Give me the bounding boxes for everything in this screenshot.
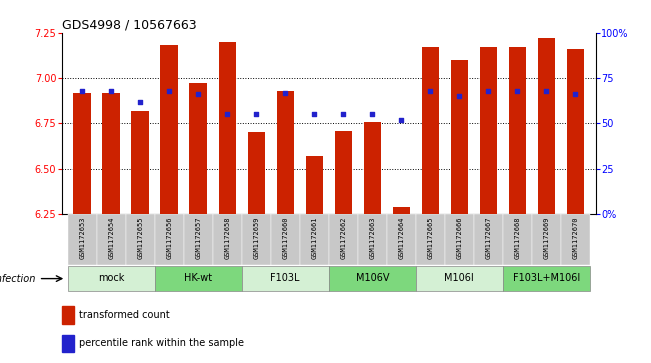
Text: M106V: M106V — [355, 273, 389, 283]
Text: F103L+M106I: F103L+M106I — [513, 273, 580, 283]
Point — [135, 99, 145, 105]
Text: GSM1172656: GSM1172656 — [166, 217, 172, 259]
Bar — [566, 49, 584, 214]
Bar — [474, 214, 503, 265]
Bar — [508, 47, 526, 214]
Bar — [126, 214, 155, 265]
Bar — [96, 214, 126, 265]
Bar — [329, 266, 416, 291]
Bar — [271, 214, 299, 265]
Point — [367, 111, 378, 117]
Bar — [74, 93, 91, 214]
Text: GSM1172659: GSM1172659 — [253, 217, 259, 259]
Point — [483, 88, 493, 94]
Bar — [102, 93, 120, 214]
Text: GSM1172654: GSM1172654 — [108, 217, 114, 259]
Text: GSM1172666: GSM1172666 — [456, 217, 462, 259]
Bar — [62, 335, 74, 352]
Point — [454, 93, 465, 99]
Bar — [184, 214, 213, 265]
Bar — [480, 47, 497, 214]
Text: GSM1172661: GSM1172661 — [311, 217, 317, 259]
Bar — [503, 214, 532, 265]
Bar — [363, 122, 381, 214]
Bar — [450, 60, 468, 214]
Bar — [62, 306, 74, 323]
Bar — [242, 266, 329, 291]
Bar — [538, 38, 555, 214]
Bar — [155, 214, 184, 265]
Point — [193, 91, 203, 97]
Bar — [305, 156, 323, 214]
Text: GSM1172657: GSM1172657 — [195, 217, 201, 259]
Point — [425, 88, 436, 94]
Point — [251, 111, 262, 117]
Point — [106, 88, 117, 94]
Bar — [161, 45, 178, 214]
Bar — [299, 214, 329, 265]
Bar — [416, 214, 445, 265]
Text: GSM1172670: GSM1172670 — [572, 217, 578, 259]
Bar — [422, 47, 439, 214]
Bar — [532, 214, 561, 265]
Text: M106I: M106I — [445, 273, 474, 283]
Text: GSM1172667: GSM1172667 — [486, 217, 492, 259]
Bar — [561, 214, 590, 265]
Point — [541, 88, 551, 94]
Point — [164, 88, 174, 94]
Text: percentile rank within the sample: percentile rank within the sample — [79, 338, 244, 348]
Bar — [329, 214, 358, 265]
Text: GSM1172653: GSM1172653 — [79, 217, 85, 259]
Point — [512, 88, 523, 94]
Point — [280, 90, 290, 95]
Text: GSM1172665: GSM1172665 — [427, 217, 434, 259]
Text: GSM1172662: GSM1172662 — [340, 217, 346, 259]
Bar — [277, 91, 294, 214]
Text: F103L: F103L — [270, 273, 300, 283]
Bar — [503, 266, 590, 291]
Bar — [358, 214, 387, 265]
Text: infection: infection — [0, 274, 36, 284]
Bar — [189, 83, 207, 214]
Point — [309, 111, 320, 117]
Bar — [68, 214, 96, 265]
Bar — [213, 214, 242, 265]
Text: GSM1172660: GSM1172660 — [283, 217, 288, 259]
Text: mock: mock — [98, 273, 124, 283]
Bar — [68, 266, 155, 291]
Bar — [416, 266, 503, 291]
Point — [570, 91, 581, 97]
Text: HK-wt: HK-wt — [184, 273, 212, 283]
Bar — [445, 214, 474, 265]
Text: GSM1172664: GSM1172664 — [398, 217, 404, 259]
Text: GSM1172663: GSM1172663 — [369, 217, 375, 259]
Point — [77, 88, 87, 94]
Text: GSM1172655: GSM1172655 — [137, 217, 143, 259]
Bar — [393, 207, 410, 214]
Bar — [155, 266, 242, 291]
Point — [396, 117, 406, 123]
Text: GSM1172668: GSM1172668 — [514, 217, 520, 259]
Text: GSM1172658: GSM1172658 — [224, 217, 230, 259]
Point — [338, 111, 348, 117]
Text: GDS4998 / 10567663: GDS4998 / 10567663 — [62, 19, 197, 32]
Bar — [242, 214, 271, 265]
Bar — [335, 131, 352, 214]
Text: transformed count: transformed count — [79, 310, 170, 320]
Bar — [247, 132, 265, 214]
Text: GSM1172669: GSM1172669 — [544, 217, 549, 259]
Bar — [219, 42, 236, 214]
Bar — [132, 111, 149, 214]
Bar — [387, 214, 416, 265]
Point — [222, 111, 232, 117]
